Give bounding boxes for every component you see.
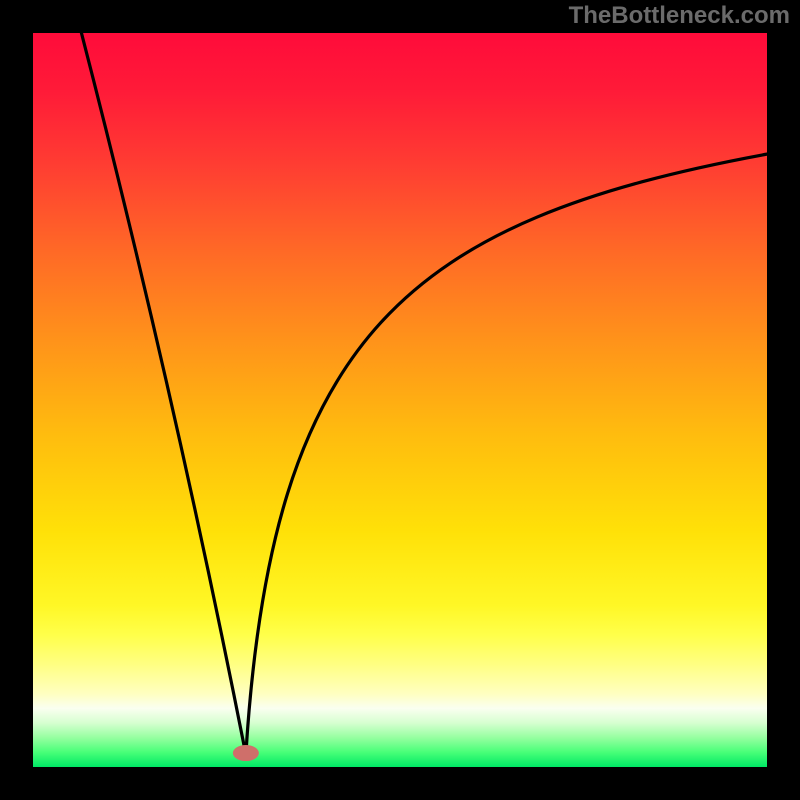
plot-background: [33, 33, 767, 767]
bottleneck-chart: [0, 0, 800, 800]
chart-container: TheBottleneck.com: [0, 0, 800, 800]
optimal-point-marker: [233, 745, 259, 761]
